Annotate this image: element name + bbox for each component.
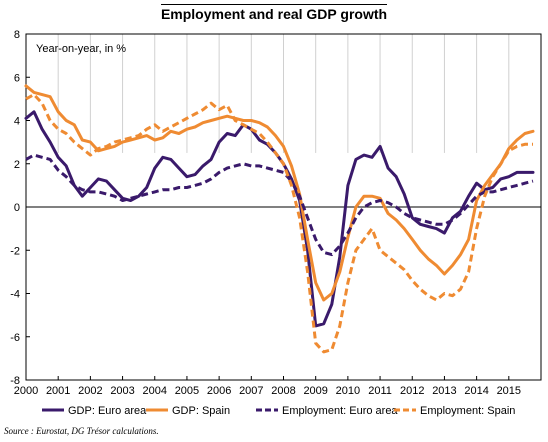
y-tick-label: 8 — [14, 29, 20, 41]
x-tick-label: 2014 — [464, 385, 488, 397]
legend-label: Employment: Spain — [420, 405, 515, 417]
x-tick-label: 2002 — [78, 385, 102, 397]
y-axis-label: Year-on-year, in % — [36, 43, 126, 55]
x-tick-label: 2004 — [143, 385, 167, 397]
y-tick-label: -4 — [10, 289, 20, 301]
x-tick-label: 2012 — [400, 385, 424, 397]
x-tick-label: 2015 — [497, 385, 521, 397]
y-tick-label: 2 — [14, 159, 20, 171]
axes-layer — [25, 33, 542, 381]
x-tick-label: 2013 — [432, 385, 456, 397]
chart-title-text: Employment and real GDP growth — [160, 4, 388, 22]
x-tick-label: 2011 — [368, 385, 392, 397]
y-tick-label: -6 — [10, 332, 20, 344]
x-tick-label: 2003 — [110, 385, 134, 397]
legend-label: GDP: Euro area — [68, 405, 147, 417]
labels-layer: -8 -6 -4 -2 0 2 4 6 8 2000 2001 2002 2003 2004 2005 200… — [10, 29, 521, 397]
chart-title: Employment and real GDP growth — [0, 4, 548, 22]
series-line — [24, 110, 535, 328]
series-line — [24, 84, 535, 302]
x-tick-label: 2005 — [175, 385, 199, 397]
series-line — [25, 93, 533, 354]
x-tick-label: 2010 — [336, 385, 360, 397]
series-line — [25, 153, 534, 257]
y-tick-label: 6 — [14, 72, 20, 84]
source-note: Source : Eurostat, DG Trésor calculation… — [4, 426, 159, 436]
series-layer — [24, 84, 535, 354]
y-tick-label: -8 — [10, 375, 20, 387]
legend-label: GDP: Spain — [172, 405, 230, 417]
legend-layer: GDP: Euro area GDP: Spain Employment: Euro… — [42, 405, 515, 417]
x-tick-label: 2001 — [46, 385, 70, 397]
x-tick-label: 2007 — [239, 385, 263, 397]
x-tick-label: 2009 — [303, 385, 327, 397]
y-tick-label: 0 — [14, 202, 20, 214]
x-tick-label: 2008 — [271, 385, 295, 397]
grid-layer — [57, 34, 510, 153]
legend-label: Employment: Euro area — [282, 405, 398, 417]
y-tick-label: 4 — [14, 116, 20, 128]
y-tick-label: -2 — [10, 245, 20, 257]
x-tick-label: 2000 — [14, 385, 38, 397]
x-tick-label: 2006 — [207, 385, 231, 397]
